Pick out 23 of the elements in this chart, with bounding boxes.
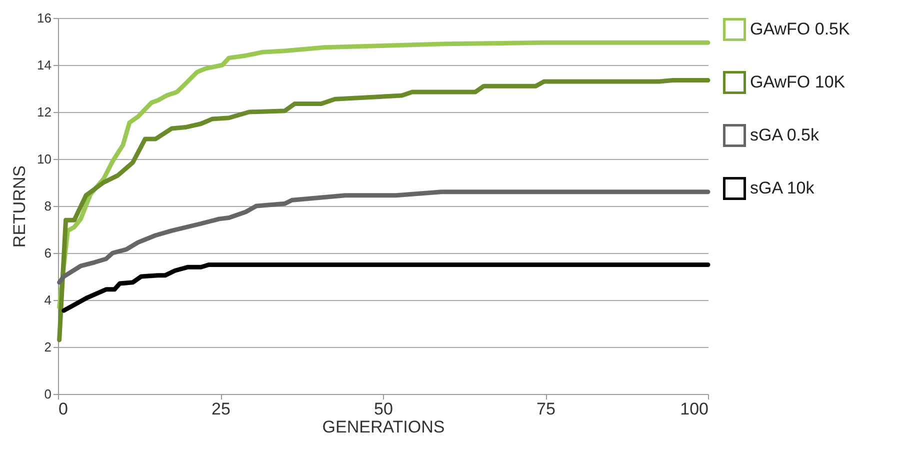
x-tick-label: 75 — [536, 400, 556, 418]
legend-label: GAwFO 0.5K — [750, 20, 850, 38]
y-tick-label: 10 — [37, 152, 52, 166]
y-axis-title: RETURNS — [10, 165, 30, 248]
y-tick-label: 14 — [37, 58, 52, 72]
line-series — [57, 78, 710, 342]
x-tick-label: 50 — [374, 400, 393, 418]
y-tick-label: 2 — [44, 340, 52, 354]
legend-label: sGA 10k — [750, 178, 815, 198]
y-tick-label: 12 — [37, 104, 52, 120]
line-series — [62, 262, 710, 313]
x-axis-title: GENERATIONS — [322, 418, 445, 436]
y-tick-label: 16 — [37, 10, 52, 26]
y-tick-label: 8 — [44, 198, 52, 214]
y-tick-label: 0 — [44, 386, 52, 402]
x-tick-label: 100 — [680, 400, 708, 418]
x-tick-label: 25 — [212, 400, 230, 418]
legend-label: sGA 0.5k — [750, 126, 820, 144]
y-tick-label: 4 — [44, 292, 52, 308]
line-series — [57, 190, 710, 285]
legend-label: GAwFO 10K — [750, 72, 846, 92]
x-tick-label: 0 — [58, 400, 68, 418]
y-tick-label: 6 — [44, 246, 52, 260]
